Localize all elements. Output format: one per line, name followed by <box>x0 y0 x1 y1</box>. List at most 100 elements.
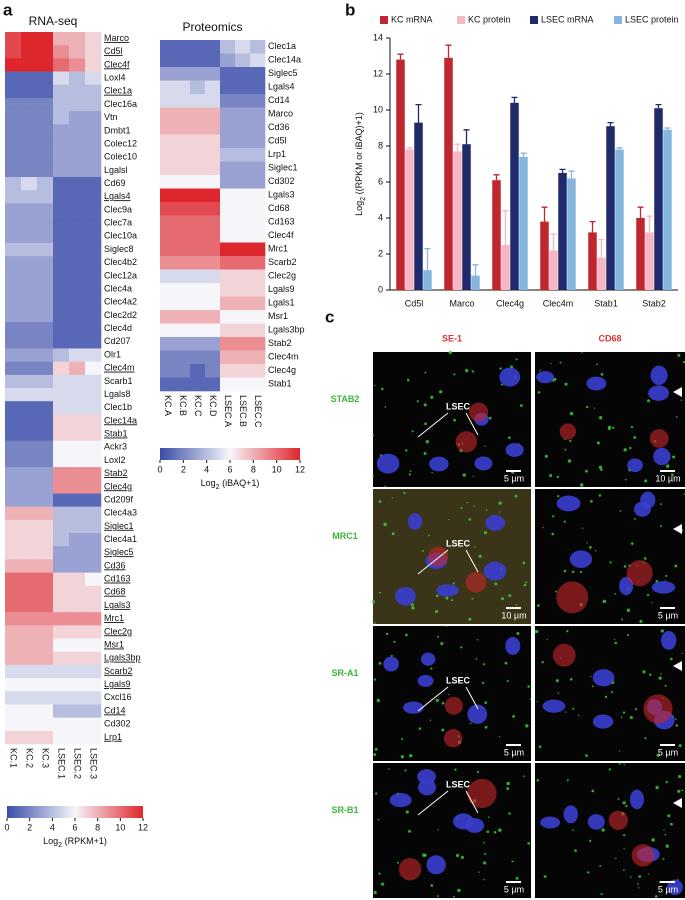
row-label: Clec2g <box>268 271 296 281</box>
green-dot <box>525 581 528 584</box>
green-dot <box>438 390 443 394</box>
green-dot <box>581 351 583 354</box>
green-dot <box>590 675 592 678</box>
heatmap-cell <box>37 374 54 389</box>
heatmap-cell <box>250 202 266 216</box>
green-dot <box>623 763 625 766</box>
green-dot <box>391 497 393 499</box>
green-dot <box>476 770 480 774</box>
heatmap-cell <box>85 388 102 402</box>
green-dot <box>556 475 560 479</box>
scale-bar-label: 5 µm <box>504 747 524 757</box>
green-dot <box>677 353 681 357</box>
green-dot <box>620 716 623 719</box>
heatmap-cell <box>53 506 70 521</box>
green-dot <box>644 479 648 483</box>
heatmap-cell <box>53 678 70 692</box>
heatmap-cell <box>69 203 86 217</box>
green-dot <box>656 753 660 757</box>
heatmap-cell <box>5 533 22 547</box>
heatmap-cell <box>69 190 86 204</box>
heatmap-cell <box>175 296 191 311</box>
heatmap-cell <box>69 651 86 666</box>
row-label: Lgalsl <box>104 165 128 175</box>
y-tick-label: 6 <box>378 176 383 186</box>
heatmap-cell <box>205 94 221 108</box>
green-dot <box>664 833 667 836</box>
heatmap-cell <box>175 40 191 54</box>
row-label: Scarb2 <box>104 666 133 676</box>
green-dot <box>437 829 439 831</box>
green-dot <box>569 411 574 416</box>
bar <box>645 232 654 290</box>
bar <box>510 102 519 290</box>
heatmap-cell <box>235 67 251 81</box>
heatmap-cell <box>37 137 54 151</box>
green-dot <box>664 684 667 687</box>
green-dot <box>579 483 584 487</box>
green-dot <box>520 404 523 408</box>
heatmap-cell <box>85 111 102 125</box>
green-dot <box>371 600 375 604</box>
green-dot <box>509 617 512 620</box>
colorbar-label-pre: Log <box>43 836 58 846</box>
row-label: Cd68 <box>268 203 290 213</box>
heatmap-cell <box>85 651 102 666</box>
heatmap-cell <box>190 350 206 365</box>
heatmap-cell <box>205 377 221 392</box>
heatmap-cell <box>37 203 54 217</box>
heatmap-cell <box>220 283 236 297</box>
heatmap-cell <box>21 467 38 481</box>
green-dot <box>680 399 682 401</box>
heatmap-cell <box>21 84 38 99</box>
heatmap-cell <box>21 493 38 507</box>
green-dot <box>512 714 516 718</box>
heatmap-cell <box>53 256 70 270</box>
heatmap-cell <box>53 427 70 442</box>
column-label: KC.1 <box>9 748 19 768</box>
heatmap-cell <box>5 704 22 718</box>
heatmap-cell <box>85 691 102 705</box>
heatmap-cell <box>5 717 22 732</box>
row-label: Clec4f <box>268 230 294 240</box>
heatmap-cell <box>37 493 54 507</box>
heatmap-cell <box>69 361 86 376</box>
heatmap-cell <box>175 188 191 203</box>
column-label: LSEC.A <box>223 395 233 427</box>
colorbar-tick-label: 12 <box>138 822 148 832</box>
green-dot <box>564 448 567 451</box>
heatmap-cell <box>53 453 70 468</box>
column-label: KC.B <box>178 395 188 416</box>
row-label: Loxl2 <box>104 455 126 465</box>
row-label: Msr1 <box>104 639 124 649</box>
heatmap-cell <box>175 323 191 338</box>
green-dot <box>577 714 580 717</box>
green-dot <box>460 507 463 510</box>
row-label: Scarb1 <box>104 376 133 386</box>
green-dot <box>584 469 588 473</box>
heatmap-cell <box>37 348 54 362</box>
heatmap-cell <box>53 45 70 59</box>
heatmap-cell <box>53 242 70 257</box>
green-dot <box>600 373 604 376</box>
heatmap-cell <box>190 256 206 270</box>
heatmap-cell <box>69 691 86 705</box>
colorbar-tick-label: 6 <box>227 464 232 474</box>
heatmap-cell <box>69 58 86 72</box>
heatmap-cell <box>69 374 86 389</box>
row-label: Lgals4 <box>104 191 131 201</box>
heatmap-cell <box>21 717 38 732</box>
green-dot <box>373 890 377 895</box>
heatmap-cell <box>160 67 176 81</box>
nucleus <box>417 769 437 784</box>
row-label: Siglec5 <box>268 68 298 78</box>
heatmap-cell <box>37 190 54 204</box>
nucleus <box>627 458 643 473</box>
green-dot <box>484 852 487 855</box>
legend-swatch <box>380 16 388 24</box>
green-dot <box>612 426 615 430</box>
heatmap-cell <box>235 53 251 68</box>
heatmap-cell <box>250 242 266 257</box>
row-label: Lgals4 <box>268 82 295 92</box>
heatmap-cell <box>175 256 191 270</box>
